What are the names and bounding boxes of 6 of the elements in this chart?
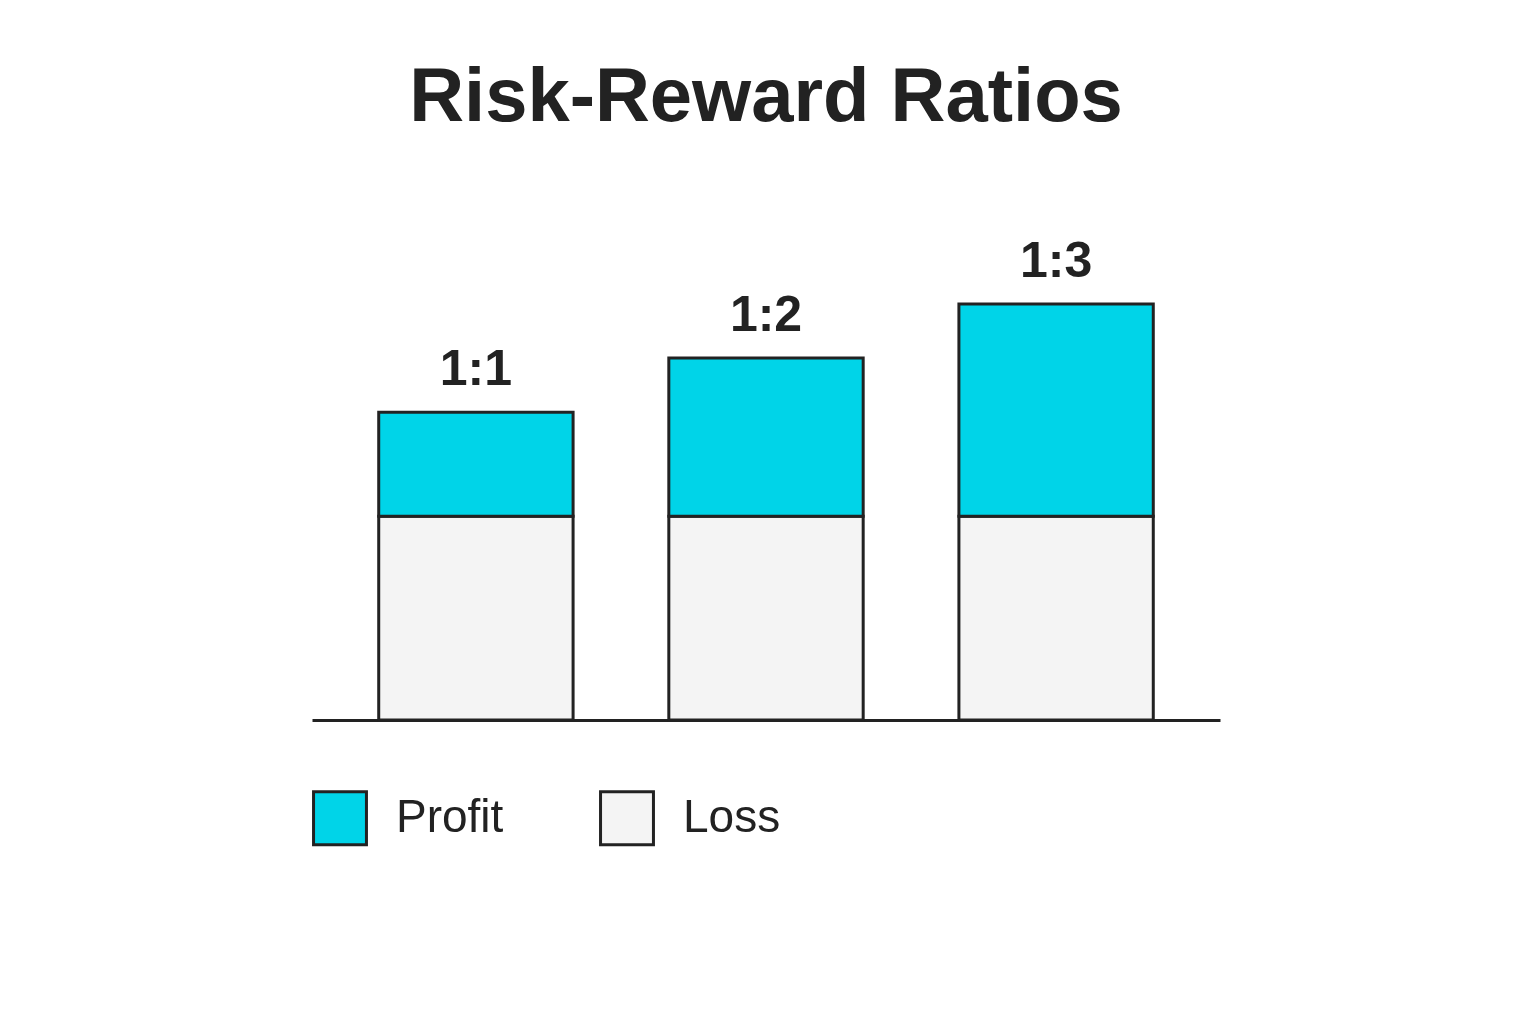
x-tick-label: 1:1: [439, 340, 513, 397]
x-tick-label: 1:3: [1019, 232, 1093, 288]
chart-title: Risk-Reward Ratios: [409, 52, 1123, 137]
legend-label: Profit: [396, 790, 504, 843]
x-tick-label: 1:2: [729, 286, 803, 343]
legend-label: Loss: [683, 790, 781, 843]
